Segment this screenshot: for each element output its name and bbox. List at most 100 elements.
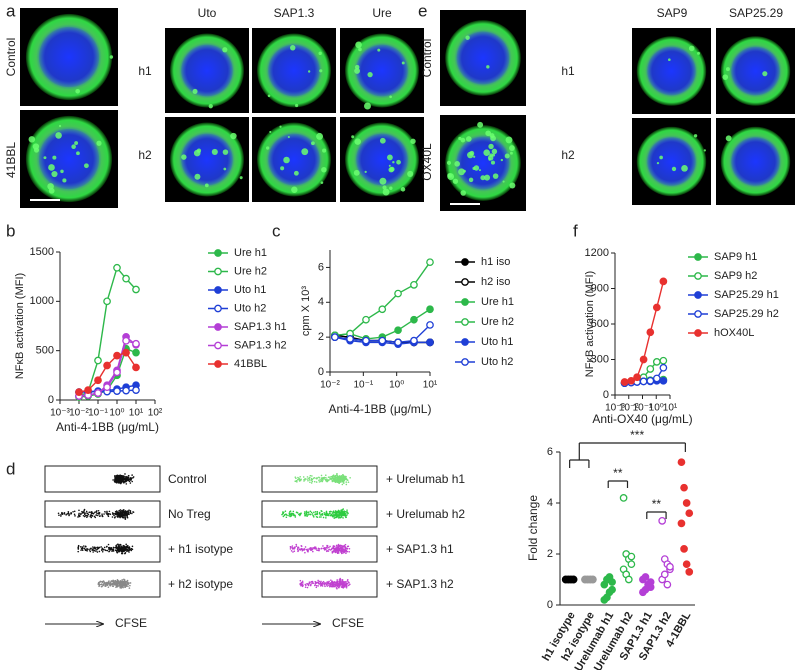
- flow-event: [96, 512, 98, 515]
- flow-event: [303, 549, 305, 551]
- green-spot: [401, 61, 405, 65]
- panel-label: b: [6, 221, 15, 240]
- flow-event: [343, 475, 345, 477]
- flow-event: [325, 476, 327, 479]
- flow-event: [127, 549, 130, 552]
- data-point: [633, 373, 641, 382]
- flow-event: [326, 479, 328, 481]
- column-label: Ure: [372, 6, 392, 20]
- flow-event: [329, 510, 332, 513]
- legend-marker: [694, 310, 702, 318]
- flow-event: [122, 481, 125, 483]
- flow-event: [345, 586, 348, 589]
- flow-event: [118, 509, 120, 512]
- flow-event: [314, 513, 316, 515]
- flow-event: [73, 513, 76, 516]
- flow-event: [82, 514, 85, 517]
- flow-event: [130, 548, 133, 550]
- flow-event: [295, 543, 298, 546]
- flow-event: [97, 509, 100, 512]
- flow-event: [323, 547, 326, 549]
- flow-event: [126, 582, 129, 584]
- flow-event: [318, 549, 320, 552]
- data-point: [680, 483, 688, 492]
- flow-event: [341, 483, 344, 486]
- flow-event: [294, 514, 296, 517]
- green-spot: [477, 121, 484, 128]
- axis-label: CFSE: [332, 616, 364, 630]
- green-spot: [301, 148, 309, 156]
- flow-event: [110, 583, 112, 585]
- data-point: [608, 585, 616, 594]
- legend-label: SAP25.29 h1: [714, 289, 779, 301]
- data-point: [94, 376, 102, 385]
- data-point: [122, 386, 130, 395]
- flow-event: [319, 583, 321, 585]
- flow-event: [128, 549, 131, 551]
- legend-label: Ure h1: [481, 296, 514, 308]
- green-spot: [354, 64, 360, 70]
- flow-event: [86, 550, 88, 552]
- green-spot: [48, 164, 55, 171]
- flow-event: [119, 579, 122, 582]
- flow-event: [343, 478, 345, 480]
- data-point: [378, 305, 387, 314]
- flow-event: [119, 474, 122, 477]
- flow-event: [89, 550, 92, 553]
- flow-event: [304, 586, 307, 588]
- legend-marker: [694, 272, 702, 280]
- flow-event: [86, 548, 88, 550]
- flow-event: [126, 478, 129, 480]
- flow-event: [339, 479, 342, 482]
- x-tick-label: 10⁻²: [619, 403, 639, 414]
- legend-label: h2 iso: [481, 276, 510, 288]
- y-tick-label: 300: [591, 353, 609, 365]
- green-spot: [322, 148, 327, 153]
- data-point: [627, 560, 636, 569]
- flow-event: [326, 549, 328, 552]
- flow-event: [311, 475, 313, 477]
- flow-event: [289, 515, 291, 518]
- flow-event: [342, 549, 344, 551]
- green-spot: [458, 168, 465, 176]
- flow-event: [124, 512, 127, 515]
- green-spot: [671, 166, 677, 172]
- green-spot: [486, 65, 490, 69]
- flow-event: [98, 512, 100, 514]
- flow-event: [344, 475, 347, 478]
- flow-event: [322, 580, 325, 583]
- cell-nucleus: [38, 128, 100, 190]
- flow-event: [315, 477, 318, 480]
- green-spot: [762, 71, 768, 77]
- flow-event: [333, 480, 335, 483]
- flow-event: [113, 516, 116, 519]
- flow-event: [339, 579, 342, 581]
- data-point: [641, 573, 650, 581]
- flow-event: [323, 512, 326, 514]
- flow-event: [311, 480, 314, 483]
- flow-event: [303, 480, 305, 482]
- flow-event: [124, 546, 127, 549]
- flow-event: [324, 474, 327, 477]
- flow-event: [295, 477, 297, 480]
- green-spot: [311, 141, 315, 146]
- data-point: [659, 363, 668, 372]
- flow-event: [330, 548, 333, 551]
- flow-event: [107, 546, 110, 549]
- cell-nucleus: [268, 133, 320, 186]
- flow-event: [337, 517, 340, 519]
- flow-event: [131, 512, 133, 515]
- flow-event: [107, 543, 110, 546]
- flow-event: [125, 483, 128, 485]
- flow-event: [339, 583, 342, 586]
- data-point: [122, 348, 130, 357]
- y-tick-label: 0: [603, 389, 609, 401]
- flow-event: [281, 511, 284, 513]
- flow-event: [80, 513, 82, 516]
- flow-event: [307, 513, 310, 515]
- flow-event: [114, 478, 116, 481]
- x-tick-label: 10⁻¹: [633, 403, 653, 414]
- flow-event: [100, 583, 103, 586]
- flow-event: [342, 508, 345, 510]
- green-spot: [280, 166, 285, 171]
